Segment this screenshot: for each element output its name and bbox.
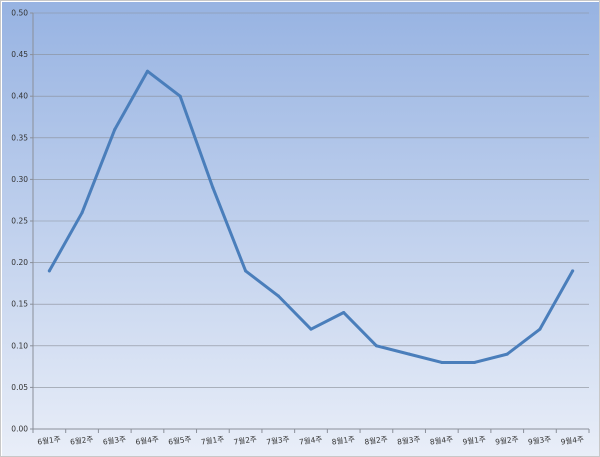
data-point <box>276 294 280 298</box>
x-tick-label: 9월1주 <box>462 433 487 446</box>
x-tick-label: 6월5주 <box>168 433 193 446</box>
x-tick-label: 8월1주 <box>331 433 356 446</box>
data-point <box>505 352 509 356</box>
x-tick-label: 9월4주 <box>560 433 585 446</box>
x-tick-label: 7월1주 <box>200 433 225 446</box>
x-tick-label: 6월3주 <box>102 433 127 446</box>
data-point <box>145 69 149 73</box>
data-point <box>538 327 542 331</box>
data-point <box>47 269 51 273</box>
x-tick-label: 6월2주 <box>69 433 94 446</box>
data-point <box>113 127 117 131</box>
x-tick-label: 7월2주 <box>233 433 258 446</box>
data-point <box>440 360 444 364</box>
data-point <box>211 186 215 190</box>
data-point <box>309 327 313 331</box>
data-point <box>80 211 84 215</box>
data-point <box>244 269 248 273</box>
x-tick-label: 7월3주 <box>266 433 291 446</box>
data-point <box>374 344 378 348</box>
y-tick-label: 0.40 <box>11 92 28 101</box>
y-tick-label: 0.25 <box>11 217 28 226</box>
data-point <box>178 94 182 98</box>
x-tick-label: 6월4주 <box>135 433 160 446</box>
y-tick-label: 0.35 <box>11 133 28 142</box>
y-tick-label: 0.50 <box>11 9 28 18</box>
y-tick-label: 0.05 <box>11 383 28 392</box>
y-tick-label: 0.10 <box>11 341 28 350</box>
x-tick-label: 6월1주 <box>37 433 62 446</box>
x-tick-label: 9월3주 <box>527 433 552 446</box>
x-tick-label: 8월4주 <box>429 433 454 446</box>
y-tick-label: 0.15 <box>11 300 28 309</box>
x-tick-label: 8월2주 <box>364 433 389 446</box>
y-tick-label: 0.00 <box>11 425 28 434</box>
data-point <box>571 269 575 273</box>
x-tick-label: 9월2주 <box>495 433 520 446</box>
y-tick-label: 0.30 <box>11 175 28 184</box>
data-point <box>342 311 346 315</box>
y-tick-label: 0.45 <box>11 50 28 59</box>
y-tick-label: 0.20 <box>11 258 28 267</box>
x-tick-label: 8월3주 <box>396 433 421 446</box>
data-point <box>473 360 477 364</box>
data-point <box>407 352 411 356</box>
x-tick-label: 7월4주 <box>298 433 323 446</box>
